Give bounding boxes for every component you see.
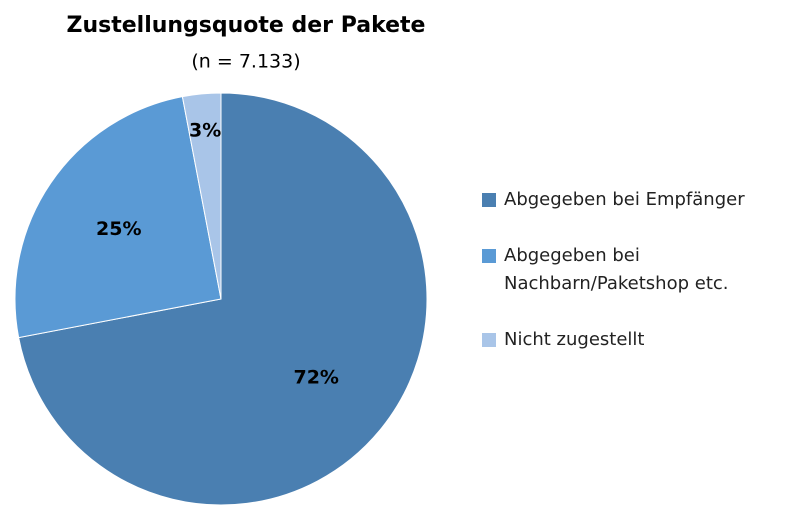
pie-slice xyxy=(14,96,222,339)
legend-swatch xyxy=(482,193,496,207)
pie-slice xyxy=(18,92,428,506)
chart-title: Zustellungsquote der Pakete xyxy=(67,13,426,38)
legend-item: Nicht zugestellt xyxy=(482,326,788,354)
legend-label: Nicht zugestellt xyxy=(504,329,645,350)
legend-label: Abgegeben bei Nachbarn/Paketshop etc. xyxy=(504,245,729,294)
legend-label: Abgegeben bei Empfänger xyxy=(504,189,745,210)
legend-item: Abgegeben bei Nachbarn/Paketshop etc. xyxy=(482,242,788,298)
pie-slice xyxy=(181,92,222,300)
chart-subtitle: (n = 7.133) xyxy=(191,51,300,73)
data-label: 3% xyxy=(189,119,221,141)
data-label: 72% xyxy=(293,366,338,388)
legend-item: Abgegeben bei Empfänger xyxy=(482,186,788,214)
legend-swatch xyxy=(482,249,496,263)
legend-swatch xyxy=(482,333,496,347)
legend: Abgegeben bei Empfänger Abgegeben bei Nac… xyxy=(482,186,788,382)
data-label: 25% xyxy=(96,218,141,240)
